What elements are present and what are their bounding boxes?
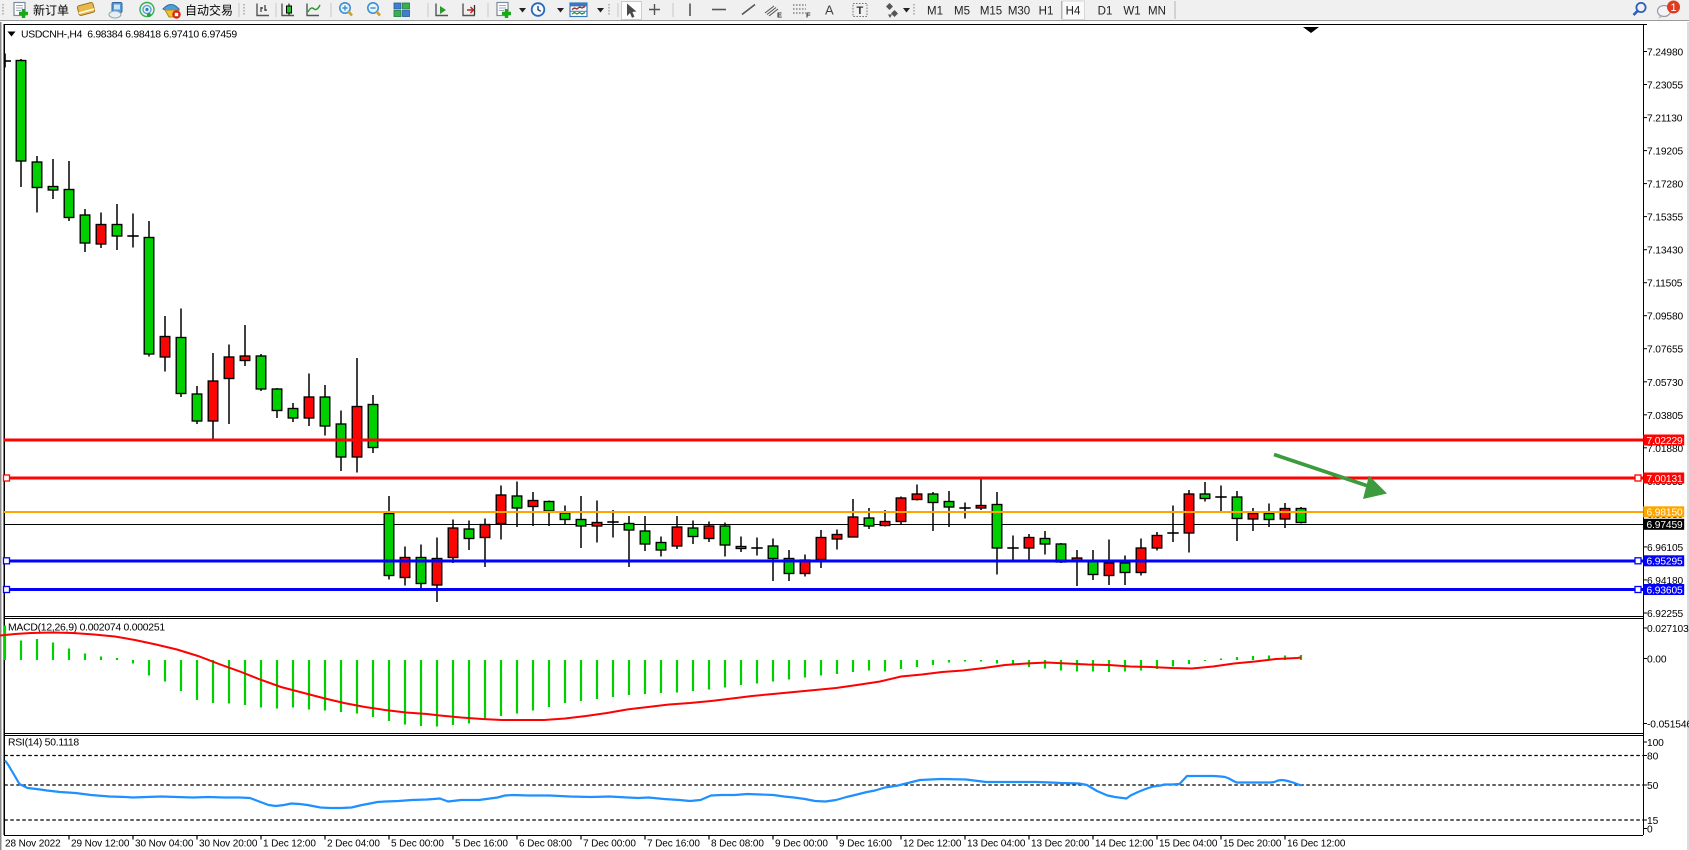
svg-text:W1: W1 <box>1123 6 1140 18</box>
svg-text:6.94180: 6.94180 <box>1647 576 1684 587</box>
svg-text:50: 50 <box>1647 781 1659 792</box>
svg-text:自动交易: 自动交易 <box>185 3 233 18</box>
svg-text:7.03805: 7.03805 <box>1647 411 1684 422</box>
svg-text:T: T <box>857 5 864 17</box>
svg-text:12 Dec 12:00: 12 Dec 12:00 <box>903 839 962 850</box>
svg-text:6.95295: 6.95295 <box>1647 557 1684 568</box>
svg-text:29 Nov 12:00: 29 Nov 12:00 <box>71 839 130 850</box>
svg-text:7.07655: 7.07655 <box>1647 345 1684 356</box>
svg-text:MN: MN <box>1148 6 1166 18</box>
svg-text:7.09580: 7.09580 <box>1647 312 1684 323</box>
svg-text:A: A <box>825 3 834 18</box>
svg-text:H4: H4 <box>1066 6 1081 18</box>
svg-text:7.17280: 7.17280 <box>1647 180 1684 191</box>
svg-text:0.027103: 0.027103 <box>1647 624 1689 635</box>
svg-text:6 Dec 08:00: 6 Dec 08:00 <box>519 839 572 850</box>
svg-text:6.93605: 6.93605 <box>1647 585 1684 596</box>
svg-text:30 Nov 04:00: 30 Nov 04:00 <box>135 839 194 850</box>
svg-text:1: 1 <box>1670 2 1676 14</box>
svg-text:30 Nov 20:00: 30 Nov 20:00 <box>199 839 258 850</box>
svg-text:13 Dec 04:00: 13 Dec 04:00 <box>967 839 1026 850</box>
svg-text:100: 100 <box>1647 738 1664 749</box>
svg-text:F: F <box>806 11 811 20</box>
svg-text:E: E <box>777 11 782 20</box>
svg-text:15 Dec 04:00: 15 Dec 04:00 <box>1159 839 1218 850</box>
svg-text:M30: M30 <box>1008 6 1030 18</box>
svg-text:6.92255: 6.92255 <box>1647 609 1684 620</box>
svg-text:D1: D1 <box>1098 6 1113 18</box>
svg-text:6.96105: 6.96105 <box>1647 543 1684 554</box>
svg-text:M5: M5 <box>954 6 970 18</box>
svg-text:5 Dec 00:00: 5 Dec 00:00 <box>391 839 444 850</box>
svg-text:5 Dec 16:00: 5 Dec 16:00 <box>455 839 508 850</box>
svg-text:7.01880: 7.01880 <box>1647 444 1684 455</box>
svg-text:7 Dec 16:00: 7 Dec 16:00 <box>647 839 700 850</box>
svg-text:7.15355: 7.15355 <box>1647 213 1684 224</box>
svg-text:9 Dec 00:00: 9 Dec 00:00 <box>775 839 828 850</box>
svg-text:7.11505: 7.11505 <box>1647 279 1683 290</box>
svg-text:16 Dec 12:00: 16 Dec 12:00 <box>1287 839 1346 850</box>
svg-text:7.23055: 7.23055 <box>1647 81 1684 92</box>
svg-text:7.21130: 7.21130 <box>1647 114 1683 125</box>
svg-text:2 Dec 04:00: 2 Dec 04:00 <box>327 839 380 850</box>
svg-text:M15: M15 <box>980 6 1002 18</box>
svg-text:H1: H1 <box>1039 6 1054 18</box>
svg-text:7.19205: 7.19205 <box>1647 147 1684 158</box>
svg-text:1 Dec 12:00: 1 Dec 12:00 <box>263 839 316 850</box>
svg-text:RSI(14) 50.1118: RSI(14) 50.1118 <box>8 738 79 749</box>
svg-text:6.97459: 6.97459 <box>1647 520 1684 531</box>
svg-text:13 Dec 20:00: 13 Dec 20:00 <box>1031 839 1090 850</box>
svg-text:M1: M1 <box>927 6 943 18</box>
svg-text:7.00131: 7.00131 <box>1647 474 1684 485</box>
svg-text:7 Dec 00:00: 7 Dec 00:00 <box>583 839 636 850</box>
svg-text:7.02229: 7.02229 <box>1647 436 1684 447</box>
svg-text:9 Dec 16:00: 9 Dec 16:00 <box>839 839 892 850</box>
svg-text:80: 80 <box>1647 752 1659 763</box>
svg-text:15: 15 <box>1647 816 1659 827</box>
svg-text:MACD(12,26,9) 0.002074 0.00025: MACD(12,26,9) 0.002074 0.000251 <box>8 623 165 634</box>
svg-text:6.98150: 6.98150 <box>1647 508 1684 519</box>
svg-text:0.00: 0.00 <box>1647 655 1667 666</box>
svg-text:新订单: 新订单 <box>33 3 69 18</box>
svg-text:28 Nov 2022: 28 Nov 2022 <box>5 839 61 850</box>
svg-text:14 Dec 12:00: 14 Dec 12:00 <box>1095 839 1154 850</box>
svg-text:7.05730: 7.05730 <box>1647 378 1684 389</box>
svg-text:8 Dec 08:00: 8 Dec 08:00 <box>711 839 764 850</box>
svg-text:7.13430: 7.13430 <box>1647 246 1684 257</box>
svg-text:7.24980: 7.24980 <box>1647 48 1684 59</box>
svg-text:0: 0 <box>1647 825 1653 836</box>
svg-text:USDCNH-,H4 6.98384 6.98418 6.: USDCNH-,H4 6.98384 6.98418 6.97410 6.974… <box>21 30 237 41</box>
svg-text:15 Dec 20:00: 15 Dec 20:00 <box>1223 839 1282 850</box>
svg-text:-0.051546: -0.051546 <box>1647 720 1689 731</box>
